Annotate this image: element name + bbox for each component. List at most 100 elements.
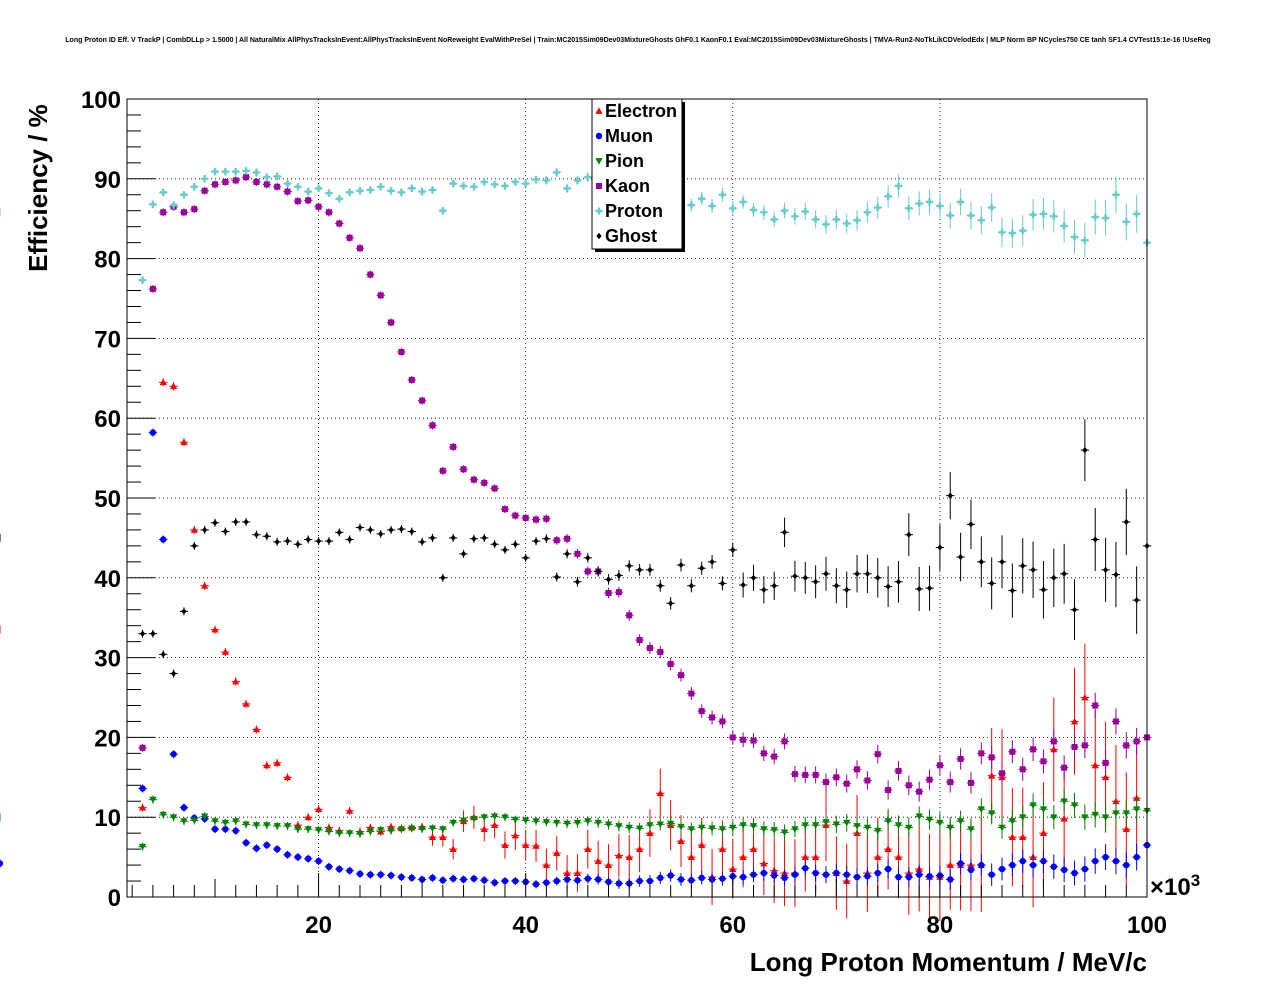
data-point [191,542,197,550]
data-point [542,819,550,826]
data-point [1112,718,1119,725]
data-point [170,201,178,209]
data-point [1134,596,1140,604]
data-point [253,531,260,538]
legend-marker [596,183,602,189]
data-point [573,176,581,184]
data-point [263,761,271,769]
data-point [377,292,384,299]
data-point [387,187,395,195]
data-point [615,589,622,596]
data-point [573,869,582,876]
data-point [863,824,872,832]
data-point [564,535,571,542]
y-axis-label: Efficiency / % [23,104,53,272]
data-point [1050,863,1058,870]
data-point [822,779,829,786]
data-point [201,175,209,183]
data-point [802,574,808,581]
data-point [998,824,1006,832]
data-point [791,871,799,878]
data-point [729,734,736,741]
data-point [533,537,539,545]
data-point [325,863,333,870]
data-point [708,202,716,210]
data-point [730,546,736,554]
data-point [843,780,850,787]
data-point [874,869,881,877]
data-point [160,651,166,658]
data-point [615,880,623,887]
data-point [522,841,530,849]
data-point [739,822,747,829]
data-point [1133,853,1140,861]
data-point [201,813,209,821]
data-point [812,853,820,860]
data-point [222,528,228,535]
data-point [304,826,312,833]
data-point [242,839,250,846]
data-point [356,245,363,252]
data-point [439,207,447,215]
data-point [915,813,923,821]
data-point [812,771,819,778]
data-point [574,578,581,585]
data-point [823,570,829,578]
data-point [1050,814,1058,821]
data-point [1081,236,1089,244]
data-point [740,736,747,743]
data-point [760,750,767,757]
data-point [936,762,943,769]
data-point [781,207,789,215]
data-point [170,670,177,677]
data-point [822,819,830,826]
data-point [263,822,271,829]
data-point [501,841,509,849]
data-point [284,851,291,858]
data-point [926,776,933,783]
data-point [491,485,498,492]
data-point [169,814,178,821]
data-point [346,830,354,837]
data-point [356,870,364,878]
data-point [667,820,675,828]
data-point [138,843,147,851]
data-point [439,826,447,833]
data-point [616,572,622,579]
data-point [874,204,882,212]
data-point [211,168,219,176]
data-point [926,873,933,880]
data-point [781,529,788,536]
data-point [1112,857,1120,865]
data-point [409,528,415,535]
data-point [439,467,446,474]
data-point [1019,766,1026,773]
data-point [957,198,965,206]
x-tick-label: 80 [927,912,954,939]
data-point [501,182,509,190]
data-point [511,831,519,839]
data-point [636,566,643,574]
data-point [325,828,333,836]
data-point [222,825,229,833]
data-point [1081,814,1089,821]
data-point [1122,825,1130,833]
data-point [998,228,1006,236]
data-point [1133,806,1141,813]
data-point [480,814,488,821]
data-point [253,845,260,852]
data-point [594,857,602,864]
data-point [564,550,570,558]
data-point [481,479,488,486]
legend-label: Muon [605,126,653,146]
data-point [1019,833,1027,841]
data-point [770,215,778,223]
data-point [978,750,985,757]
data-point [511,816,519,824]
data-point [264,533,270,540]
data-point [159,811,167,819]
data-point [149,200,157,208]
data-point [180,191,188,199]
data-point [936,202,944,210]
data-point [211,818,219,825]
